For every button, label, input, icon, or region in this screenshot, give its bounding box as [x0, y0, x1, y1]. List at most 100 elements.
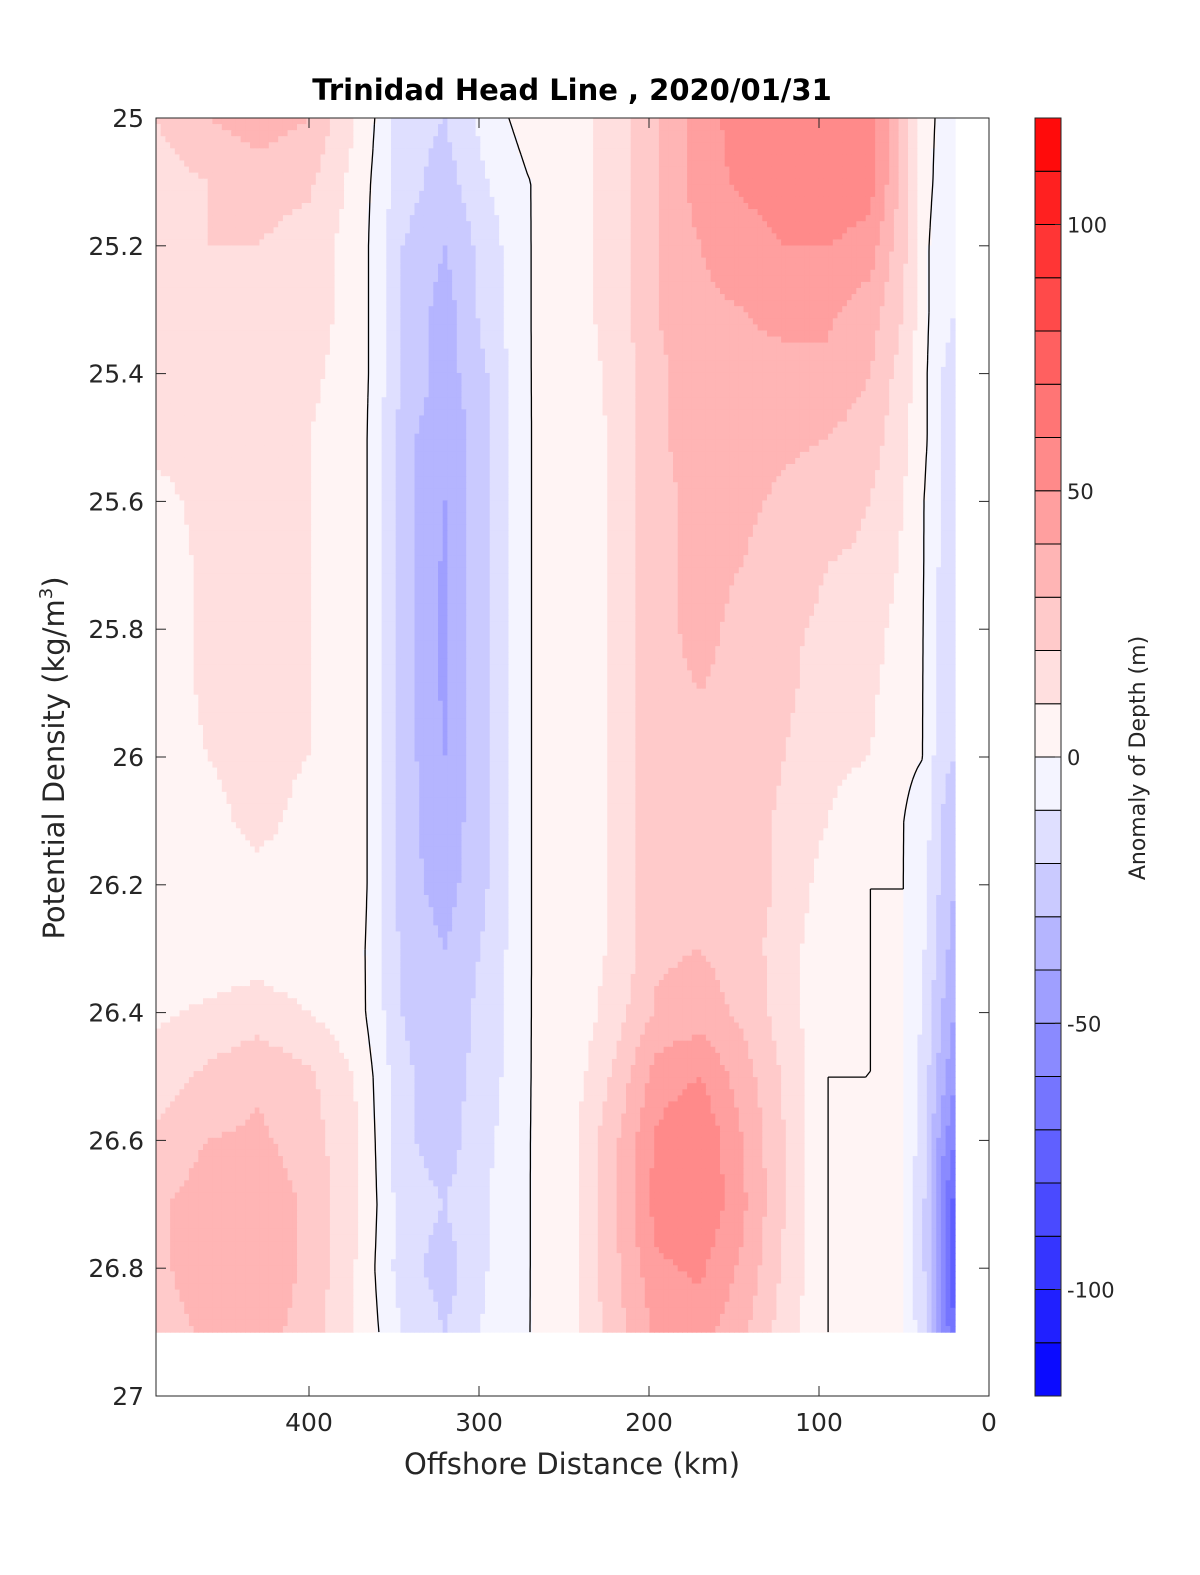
anomaly-cell [560, 154, 565, 161]
anomaly-cell [659, 154, 664, 161]
anomaly-cell [697, 245, 702, 252]
anomaly-cell [842, 282, 847, 289]
anomaly-cell [617, 227, 622, 234]
anomaly-cell [626, 191, 631, 198]
anomaly-cell [776, 160, 781, 167]
anomaly-cell [339, 233, 344, 240]
anomaly-cell [819, 191, 824, 198]
anomaly-cell [452, 179, 457, 186]
anomaly-cell [509, 209, 514, 216]
anomaly-cell [913, 142, 918, 149]
anomaly-cell [443, 276, 448, 283]
anomaly-cell [697, 288, 702, 295]
anomaly-cell [485, 209, 490, 216]
anomaly-cell [292, 203, 297, 210]
anomaly-cell [795, 203, 800, 210]
anomaly-cell [631, 282, 636, 289]
anomaly-cell [278, 118, 283, 125]
anomaly-cell [734, 252, 739, 259]
anomaly-cell [344, 136, 349, 143]
anomaly-cell [880, 173, 885, 180]
anomaly-cell [809, 221, 814, 228]
anomaly-cell [452, 270, 457, 277]
anomaly-cell [593, 130, 598, 137]
anomaly-cell [645, 215, 650, 222]
anomaly-cell [302, 118, 307, 125]
anomaly-cell [165, 282, 170, 289]
anomaly-cell [175, 185, 180, 192]
anomaly-cell [729, 215, 734, 222]
anomaly-cell [339, 148, 344, 155]
anomaly-cell [175, 227, 180, 234]
anomaly-cell [433, 124, 438, 131]
anomaly-cell [776, 118, 781, 125]
anomaly-cell [739, 215, 744, 222]
anomaly-cell [856, 136, 861, 143]
anomaly-cell [650, 270, 655, 277]
anomaly-cell [748, 185, 753, 192]
anomaly-cell [833, 215, 838, 222]
anomaly-cell [198, 221, 203, 228]
anomaly-cell [781, 154, 786, 161]
anomaly-cell [621, 258, 626, 265]
anomaly-cell [593, 136, 598, 143]
anomaly-cell [222, 197, 227, 204]
anomaly-cell [856, 245, 861, 252]
anomaly-cell [814, 245, 819, 252]
anomaly-cell [565, 239, 570, 246]
anomaly-cell [306, 276, 311, 283]
anomaly-cell [753, 221, 758, 228]
anomaly-cell [880, 209, 885, 216]
anomaly-cell [161, 124, 166, 131]
anomaly-cell [523, 239, 528, 246]
anomaly-cell [297, 142, 302, 149]
anomaly-cell [236, 209, 241, 216]
anomaly-cell [654, 233, 659, 240]
anomaly-cell [368, 142, 373, 149]
anomaly-cell [560, 252, 565, 259]
anomaly-cell [720, 239, 725, 246]
anomaly-cell [809, 258, 814, 265]
anomaly-cell [217, 118, 222, 125]
anomaly-cell [668, 148, 673, 155]
anomaly-cell [208, 136, 213, 143]
anomaly-cell [729, 221, 734, 228]
anomaly-cell [861, 142, 866, 149]
anomaly-cell [396, 288, 401, 295]
anomaly-cell [189, 245, 194, 252]
anomaly-cell [523, 264, 528, 271]
anomaly-cell [842, 185, 847, 192]
anomaly-cell [462, 136, 467, 143]
anomaly-cell [659, 270, 664, 277]
anomaly-cell [509, 258, 514, 265]
anomaly-cell [452, 209, 457, 216]
anomaly-cell [372, 270, 377, 277]
anomaly-cell [809, 233, 814, 240]
anomaly-cell [866, 160, 871, 167]
anomaly-cell [598, 252, 603, 259]
anomaly-cell [922, 124, 927, 131]
anomaly-cell [692, 203, 697, 210]
anomaly-cell [645, 264, 650, 271]
anomaly-cell [405, 252, 410, 259]
anomaly-cell [452, 167, 457, 174]
anomaly-cell [504, 167, 509, 174]
anomaly-cell [875, 227, 880, 234]
anomaly-cell [795, 245, 800, 252]
anomaly-cell [560, 282, 565, 289]
anomaly-cell [861, 258, 866, 265]
anomaly-cell [438, 130, 443, 137]
anomaly-cell [645, 191, 650, 198]
anomaly-cell [828, 142, 833, 149]
anomaly-cell [349, 203, 354, 210]
anomaly-cell [518, 130, 523, 137]
anomaly-cell [306, 252, 311, 259]
anomaly-cell [607, 136, 612, 143]
anomaly-cell [678, 264, 683, 271]
anomaly-cell [626, 154, 631, 161]
anomaly-cell [236, 227, 241, 234]
anomaly-cell [386, 203, 391, 210]
anomaly-cell [283, 118, 288, 125]
anomaly-cell [189, 288, 194, 295]
anomaly-cell [856, 209, 861, 216]
